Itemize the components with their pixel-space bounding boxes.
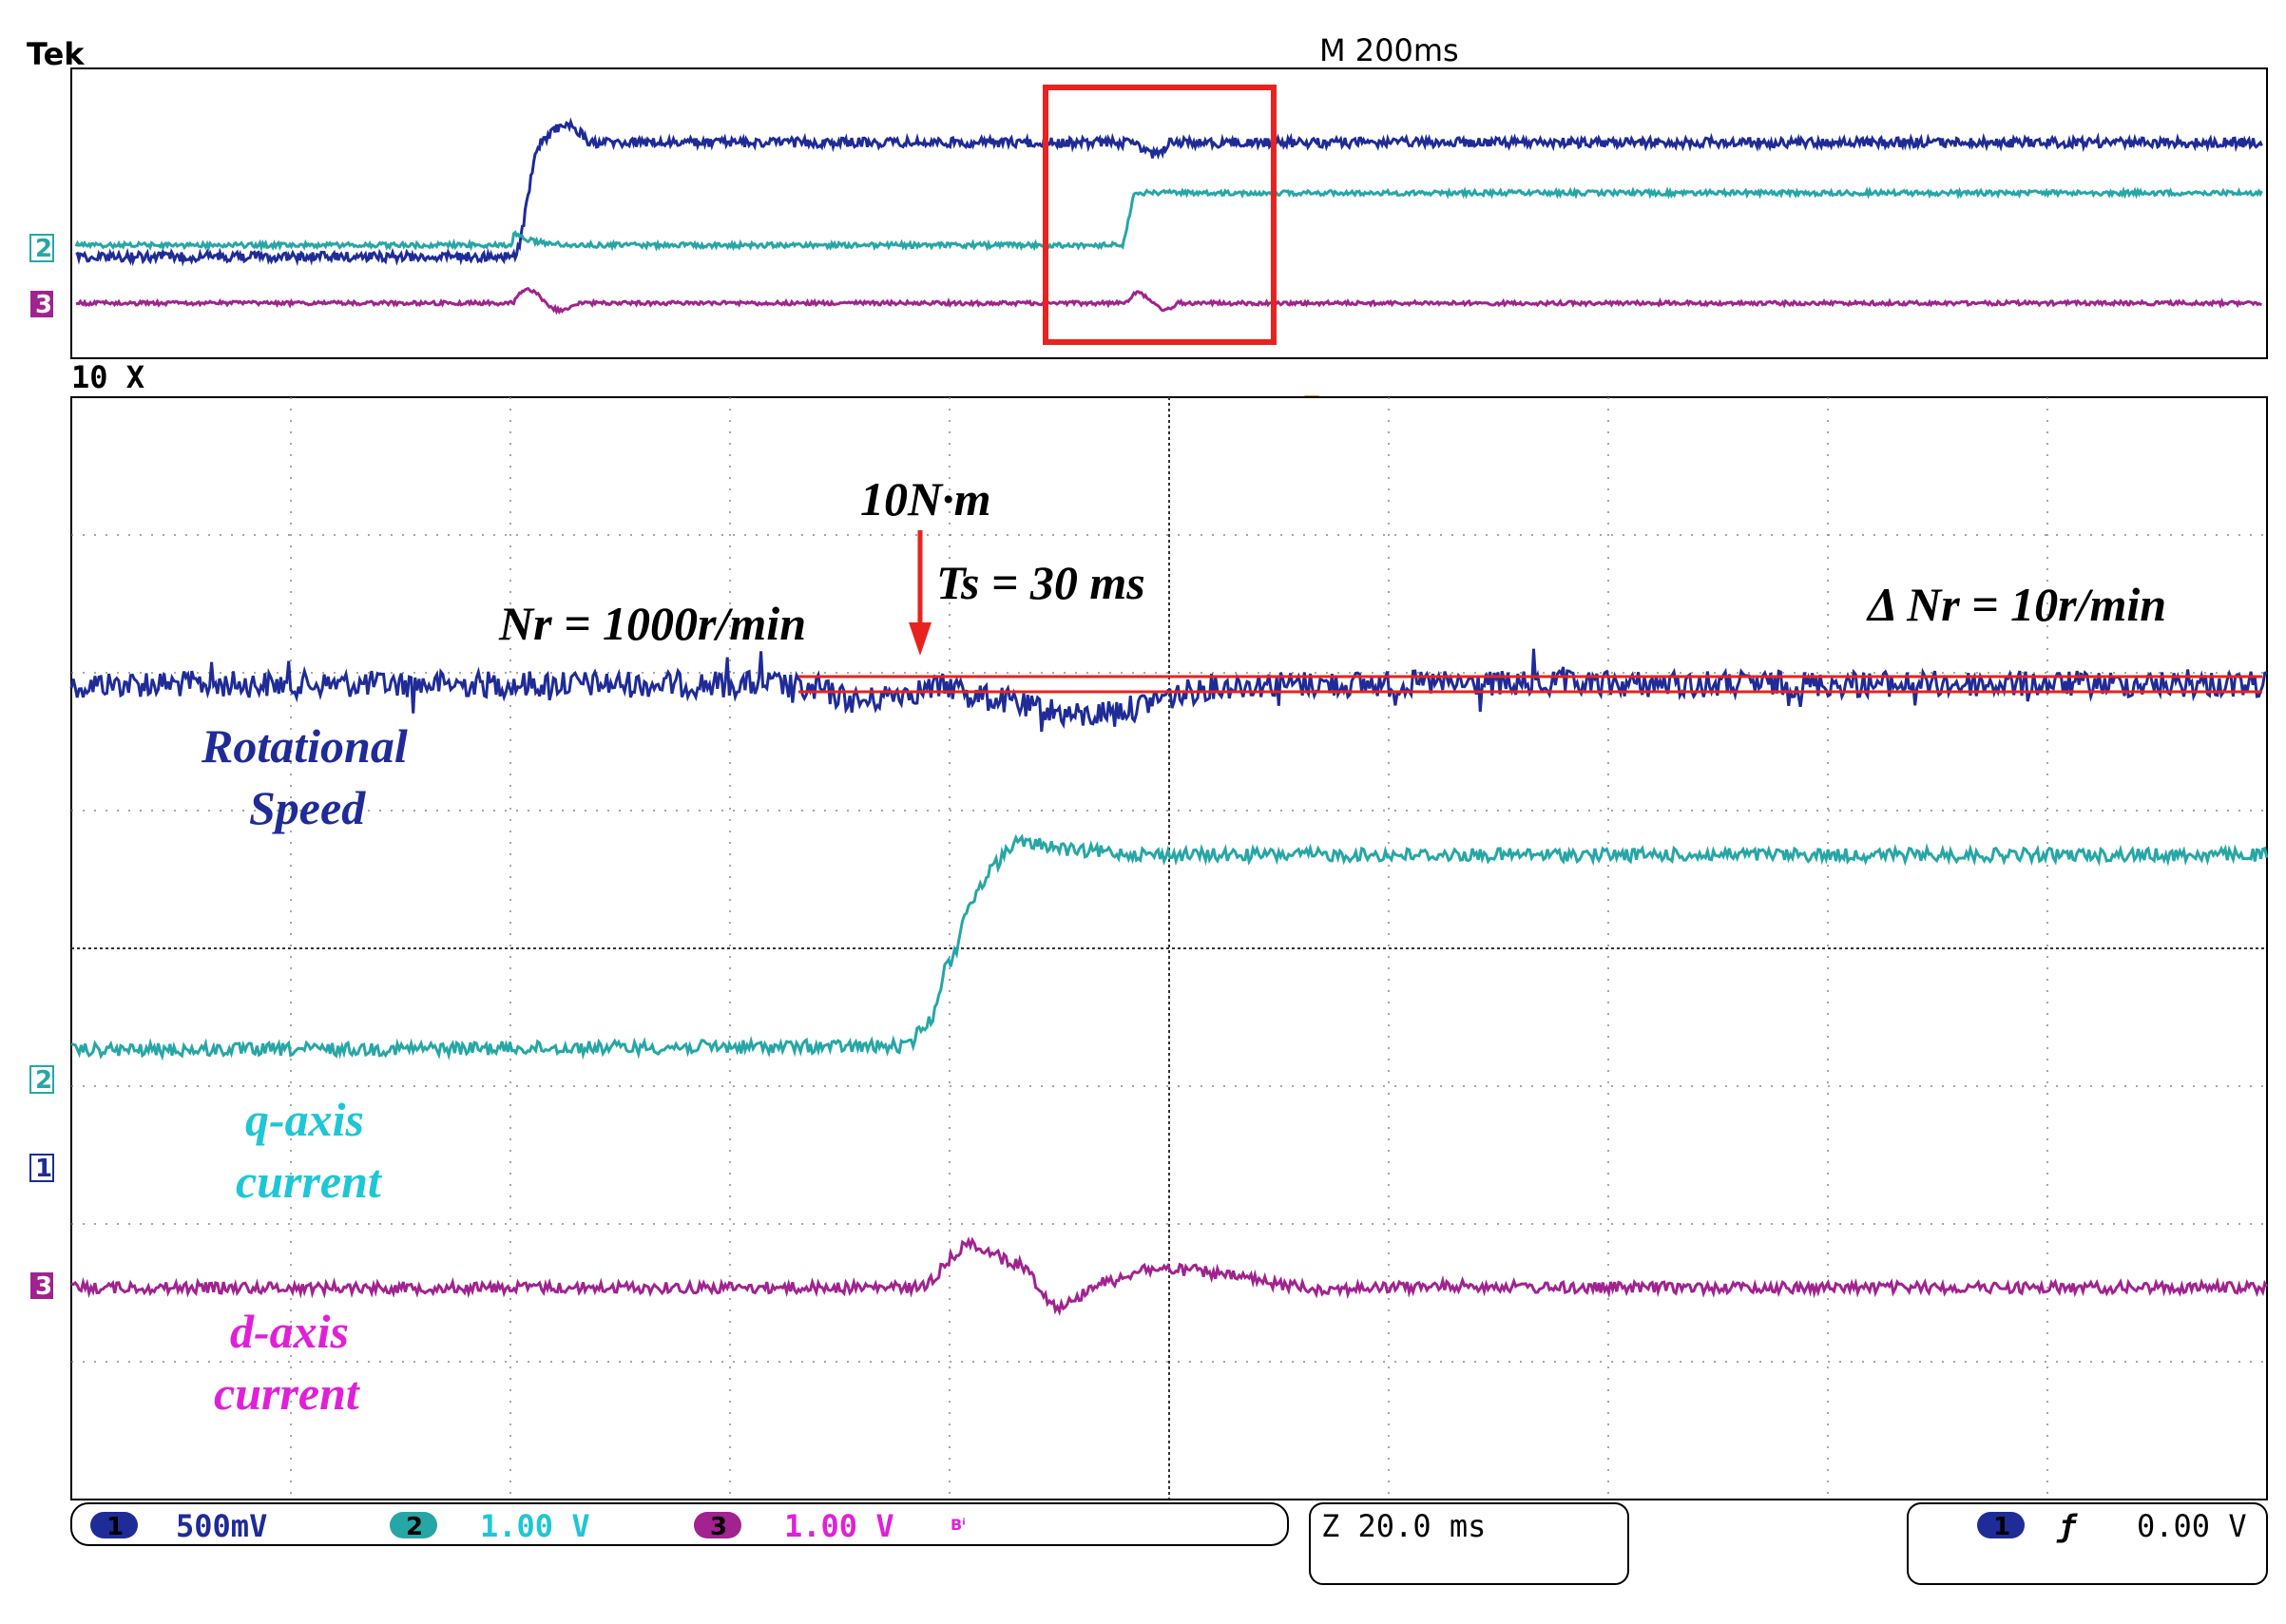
ch2-ground-marker: 2: [30, 1066, 53, 1095]
svg-text:2: 2: [35, 1066, 52, 1095]
zoom-time-readout: Z 20.0 ms: [1321, 1508, 1486, 1544]
svg-text:500mV: 500mV: [176, 1508, 267, 1544]
ch3-ground-marker: 3: [30, 1272, 53, 1301]
ch1-scale-readout[interactable]: 1 500mV: [90, 1508, 267, 1544]
timebase-readout: M 200ms: [1319, 32, 1459, 68]
overview-ch2-marker: 2: [30, 235, 53, 263]
q-axis-label-line2: current: [236, 1155, 383, 1208]
overview-ch3-marker: 3: [30, 291, 53, 319]
ch1-ground-marker: 1: [30, 1155, 53, 1183]
speed-reference-label: Nr = 1000r/min: [498, 597, 806, 650]
trigger-slope-icon: ƒ: [2056, 1508, 2078, 1544]
speed-label-line2: Speed: [249, 781, 366, 834]
ch2-scale-readout[interactable]: 2 1.00 V: [390, 1508, 590, 1544]
svg-text:3: 3: [710, 1513, 727, 1541]
d-axis-label-line1: d-axis: [230, 1305, 349, 1358]
svg-text:3: 3: [35, 1272, 52, 1301]
speed-deviation-label: Δ Nr = 10r/min: [1866, 578, 2166, 631]
tek-brand: Tek: [27, 36, 85, 72]
q-axis-label-line1: q-axis: [245, 1093, 364, 1146]
svg-text:2: 2: [35, 235, 52, 263]
d-axis-label-line2: current: [214, 1366, 361, 1420]
svg-text:3: 3: [35, 291, 52, 319]
overview-panel: [71, 68, 2267, 358]
svg-text:1: 1: [106, 1513, 124, 1541]
zoom-factor: 10 X: [71, 359, 144, 395]
trigger-level: 0.00 V: [2137, 1508, 2247, 1544]
svg-text:1: 1: [35, 1155, 52, 1183]
svg-text:Bⁱ: Bⁱ: [951, 1516, 966, 1534]
load-step-label: 10N·m: [860, 472, 991, 525]
svg-text:1.00 V: 1.00 V: [480, 1508, 590, 1544]
trigger-source: 1: [1993, 1513, 2010, 1541]
svg-text:2: 2: [406, 1513, 423, 1541]
settling-time-label: Ts = 30 ms: [936, 556, 1145, 609]
speed-label-line1: Rotational: [201, 719, 408, 773]
svg-text:1.00 V: 1.00 V: [784, 1508, 894, 1544]
